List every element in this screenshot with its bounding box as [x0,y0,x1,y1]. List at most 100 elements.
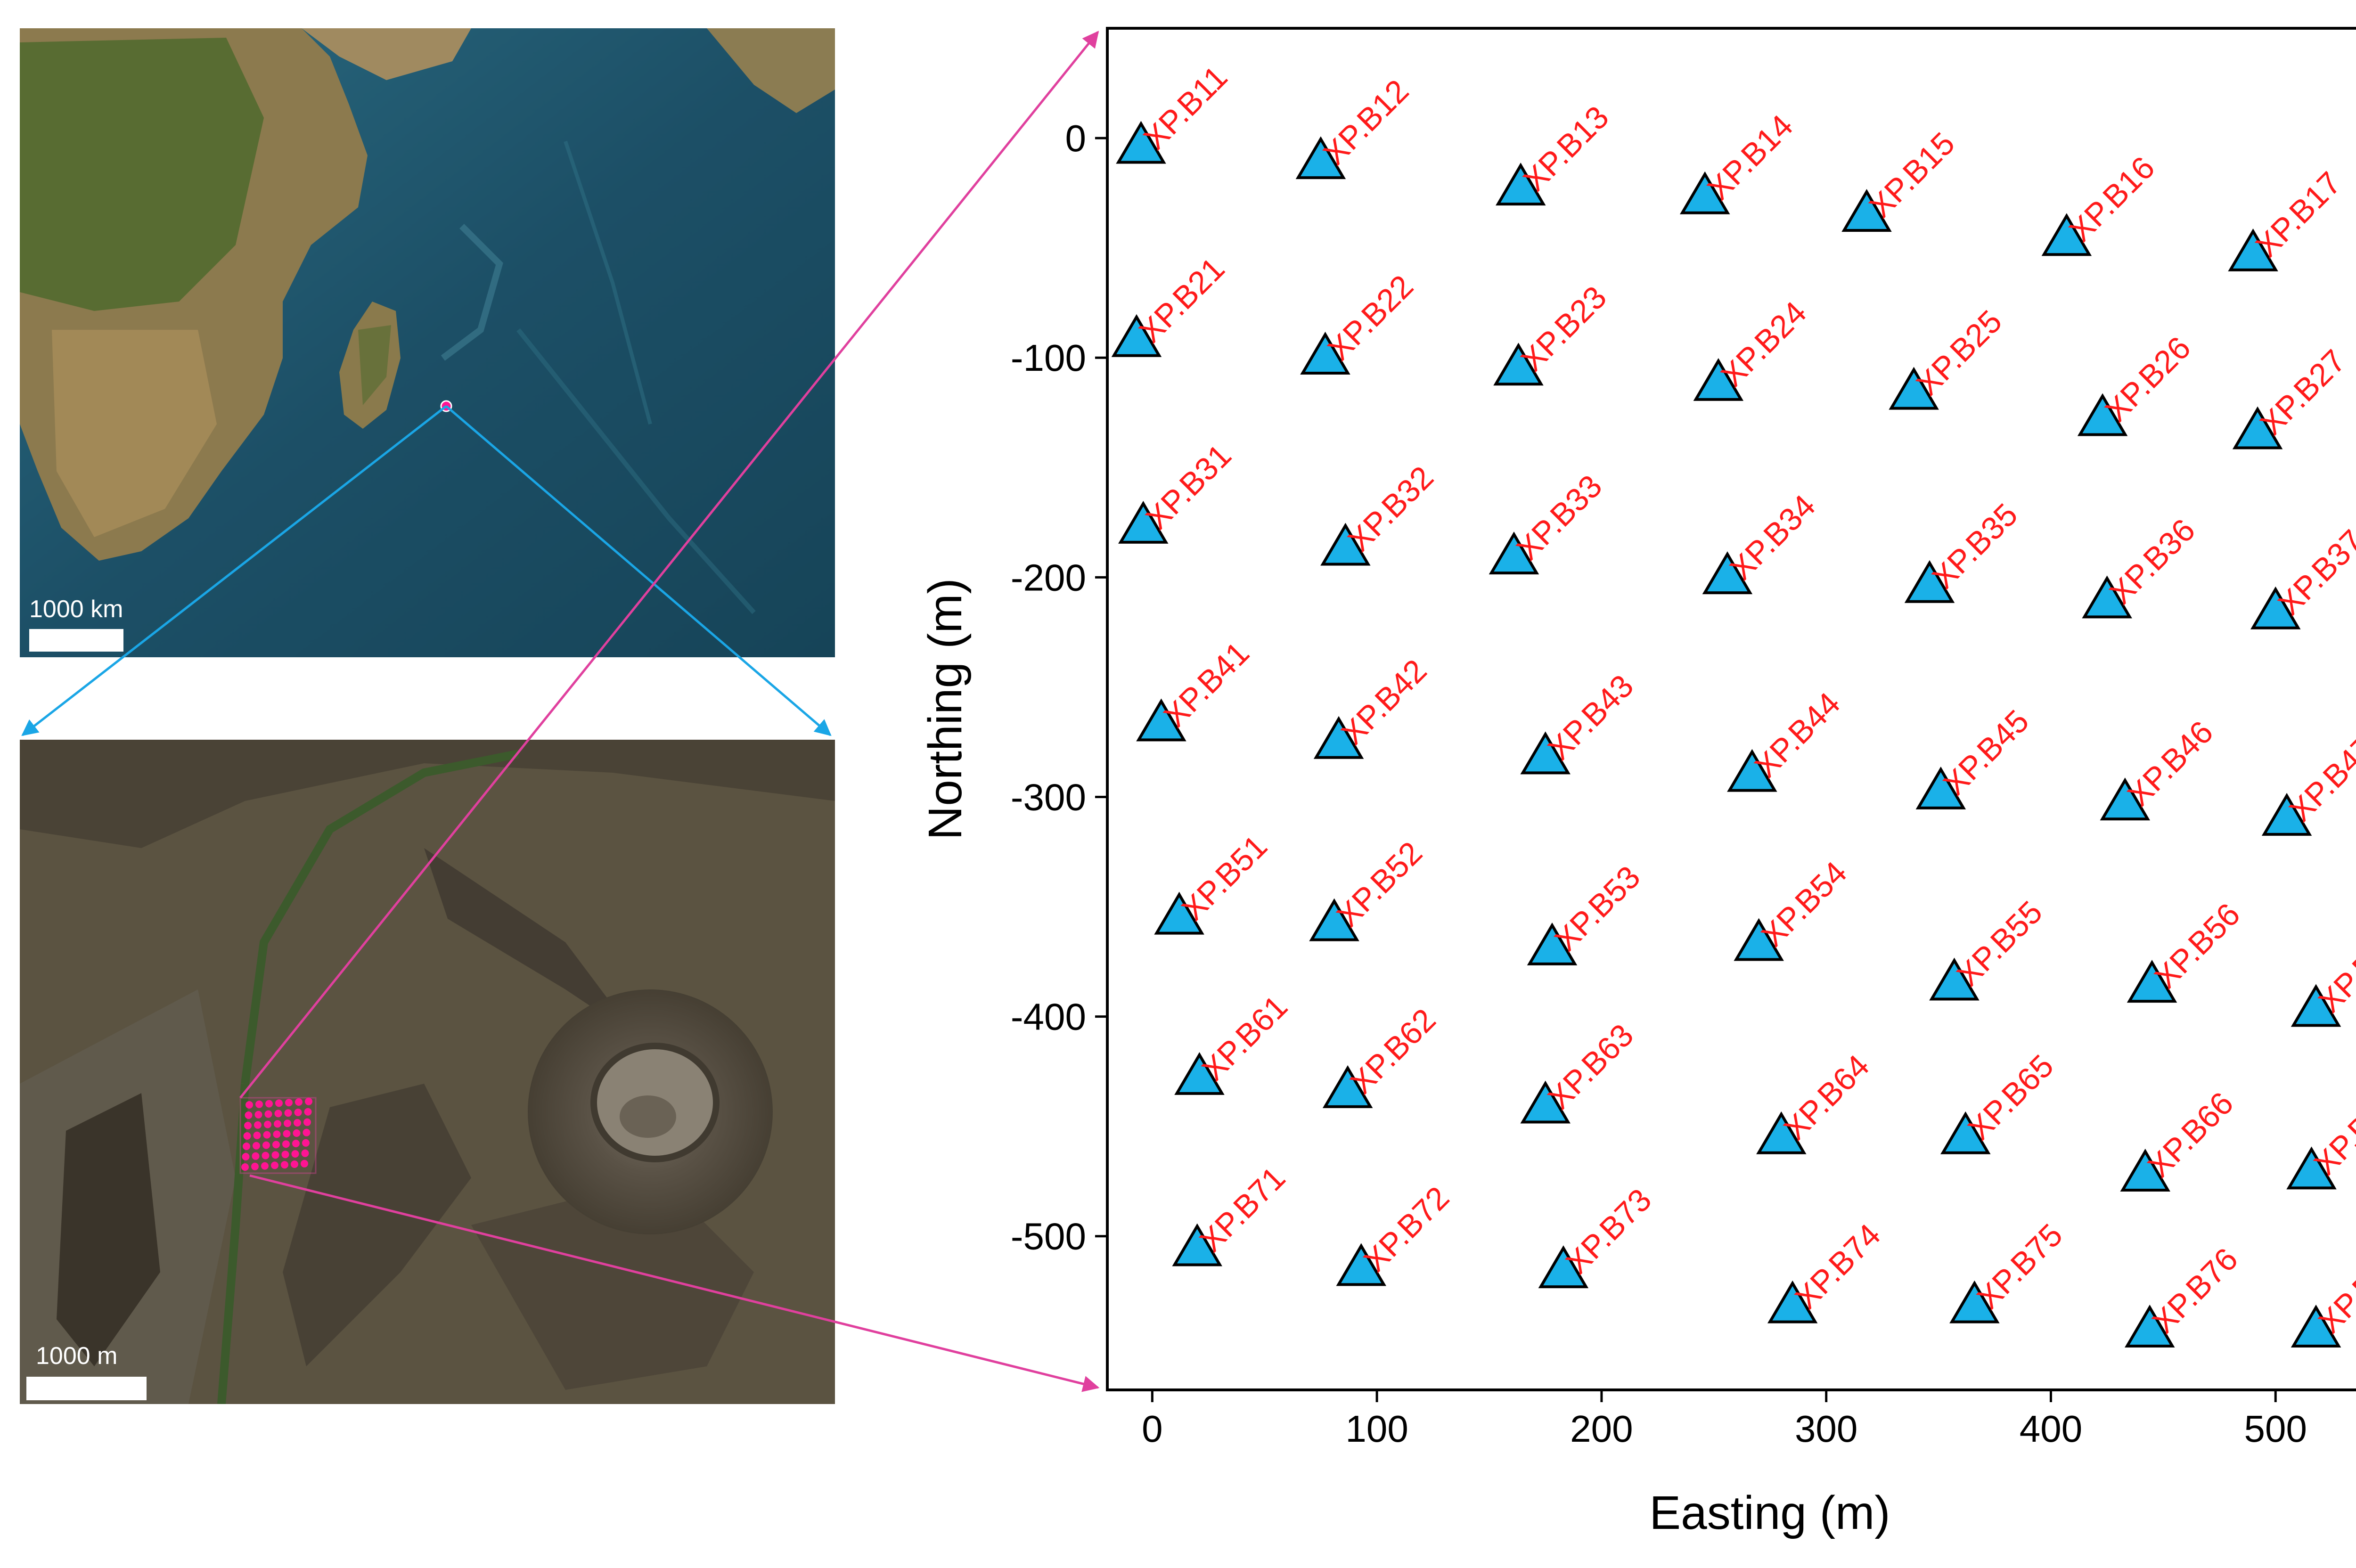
station-marker [1520,1080,1571,1124]
array-station-dot [291,1160,298,1168]
array-station-dot [262,1141,270,1149]
station-marker [1841,189,1892,232]
station-marker [1693,358,1744,401]
array-station-dot [241,1163,249,1171]
array-station-dot [294,1109,302,1116]
array-station-dot [252,1152,260,1160]
array-station-dot [293,1129,301,1137]
array-station-dot [284,1109,292,1117]
y-tick-label: 0 [1065,117,1087,159]
station-marker [2041,213,2092,256]
array-station-dot [283,1130,291,1138]
station-marker [1300,332,1350,375]
station-marker [1538,1245,1589,1289]
array-station-dot [274,1110,282,1118]
regional-scalebar-label: 1000 km [29,596,123,623]
array-station-dot [264,1120,271,1128]
x-tick-label: 100 [1345,1408,1408,1450]
station-marker [1929,957,1980,1001]
y-axis-label: Northing (m) [919,578,972,840]
station-marker [1489,531,1539,575]
local-zoom-line-top [239,31,1099,1099]
local-scalebar [26,1377,147,1400]
array-station-dot [301,1160,308,1168]
array-station-dot [264,1110,272,1118]
station-marker [2228,228,2278,271]
array-station-dot [245,1101,253,1109]
array-station-dot [254,1121,262,1129]
station-marker [2286,1146,2337,1190]
regional-zoom-line-left [21,405,447,736]
array-station-dot [253,1142,260,1150]
station-marker [1520,731,1571,775]
array-station-dot [271,1161,278,1169]
station-marker [1336,1243,1386,1286]
array-station-dot [263,1131,271,1139]
station-marker [1889,367,1939,410]
local-scalebar-label: 1000 m [36,1342,117,1370]
array-station-dot [295,1098,303,1106]
array-station-dot [251,1162,259,1170]
station-marker [2261,792,2312,836]
array-station-dot [261,1162,269,1170]
x-tick-label: 500 [2244,1408,2307,1450]
zoom-connectors [21,31,1100,1392]
array-station-dot [244,1122,252,1129]
array-station-dot [282,1140,290,1148]
station-marker [1295,136,1346,180]
array-station-dot [301,1149,309,1157]
station-marker [1680,171,1730,214]
station-marker [1702,551,1753,595]
station-marker [1116,121,1166,164]
station-marker [1915,766,1966,809]
station-marker [1949,1280,2000,1323]
station-marker [2125,1305,2175,1348]
x-axis-label: Easting (m) [1649,1486,1890,1539]
array-station-dot [265,1100,273,1108]
station-marker [1172,1223,1222,1266]
regional-scalebar [29,629,123,652]
station-marker [1904,560,1955,603]
array-station-dot [305,1097,312,1105]
array-station-dot [271,1151,279,1159]
array-station-dot [273,1130,281,1138]
local-zoom-line-bottom [249,1174,1100,1392]
array-station-dot [255,1100,263,1108]
station-marker [1111,314,1162,357]
array-station-dot [284,1119,291,1127]
station-marker [1734,918,1784,961]
station-marker [2232,406,2283,449]
array-dots [241,1097,312,1171]
station-marker [1136,698,1186,742]
array-station-dot [291,1150,299,1158]
array-station-dot [243,1132,251,1140]
array-station-dot [242,1153,250,1160]
y-tick-label: -500 [1011,1216,1086,1258]
x-tick-label: 400 [2020,1408,2082,1450]
station-marker [2077,393,2128,436]
station-marker [1118,500,1169,544]
station-marker [2250,586,2301,629]
station-marker [1154,891,1204,935]
array-station-dot [281,1151,289,1159]
station-marker [2291,1305,2341,1348]
regional-zoom-line-right [445,405,832,736]
array-station-dot [303,1128,311,1136]
array-station-dot [274,1120,281,1128]
array-station-dot [262,1152,270,1160]
array-station-dot [285,1099,293,1107]
station-marker [2100,777,2151,821]
station-marker [1767,1280,1818,1323]
array-station-dot [243,1143,250,1150]
array-station-dot [281,1161,288,1169]
station-marker [1756,1111,1807,1154]
y-tick-label: -400 [1011,996,1086,1038]
station-marker [1496,163,1546,206]
y-tick-label: -200 [1011,556,1086,598]
array-station-dot [254,1111,262,1119]
station-marker [2127,960,2177,1003]
x-axis-ticks: 0 100 200 300 400 500 [1142,1390,2307,1450]
station-marker [1320,523,1371,566]
local-map: 1000 m [20,740,835,1404]
station-marker [2120,1149,2170,1192]
